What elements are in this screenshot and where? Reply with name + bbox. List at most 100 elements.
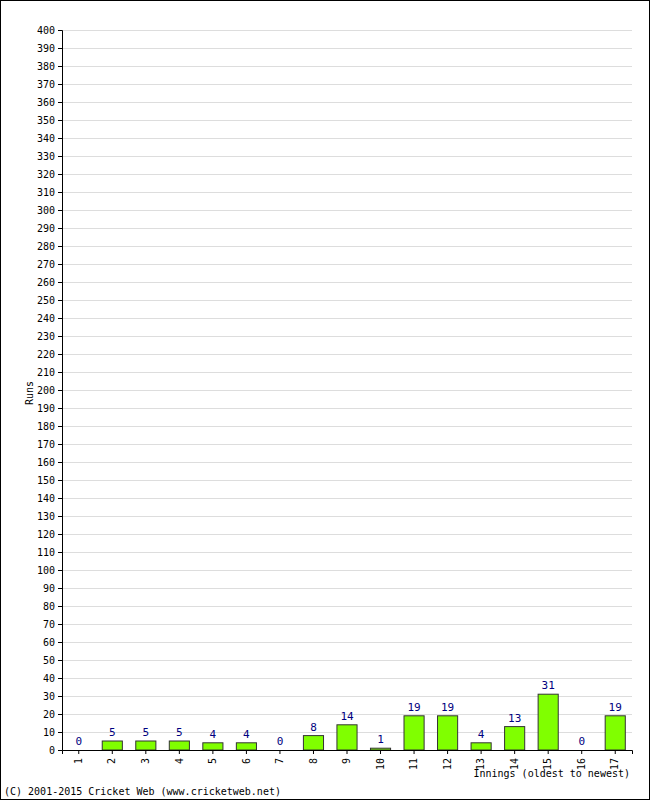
data-labels: 05554408141191941331019 bbox=[75, 679, 621, 748]
tick-mark bbox=[58, 192, 62, 193]
grid-line bbox=[62, 372, 632, 373]
tick-label: 11 bbox=[408, 758, 419, 770]
tick: 2 bbox=[106, 750, 117, 764]
bar bbox=[136, 741, 156, 750]
grid-line bbox=[62, 246, 632, 247]
tick-mark bbox=[212, 750, 213, 754]
grid-line bbox=[62, 516, 632, 517]
tick-mark bbox=[58, 426, 62, 427]
tick-mark bbox=[481, 750, 482, 754]
grid-line bbox=[62, 228, 632, 229]
tick-mark bbox=[58, 372, 62, 373]
tick-mark bbox=[58, 390, 62, 391]
data-label: 19 bbox=[441, 701, 454, 714]
grid-line bbox=[62, 48, 632, 49]
frame bbox=[1, 1, 650, 800]
tick: 370 bbox=[37, 79, 62, 90]
bar bbox=[370, 748, 390, 750]
tick-label: 50 bbox=[43, 655, 55, 666]
tick-mark bbox=[246, 750, 247, 754]
tick: 6 bbox=[241, 750, 252, 764]
tick-mark bbox=[58, 156, 62, 157]
tick-mark bbox=[58, 282, 62, 283]
tick: 340 bbox=[37, 133, 62, 144]
bar bbox=[303, 736, 323, 750]
tick-mark bbox=[58, 246, 62, 247]
tick: 9 bbox=[341, 750, 352, 764]
data-label: 5 bbox=[109, 726, 116, 739]
tick-mark bbox=[58, 714, 62, 715]
tick-mark bbox=[58, 318, 62, 319]
tick-mark bbox=[112, 750, 113, 754]
grid-line bbox=[62, 390, 632, 391]
tick-label: 1 bbox=[73, 758, 84, 764]
tick-label: 240 bbox=[37, 313, 55, 324]
tick: 60 bbox=[43, 637, 62, 648]
bar bbox=[69, 750, 89, 751]
tick-mark bbox=[58, 606, 62, 607]
tick-mark bbox=[58, 300, 62, 301]
data-label: 8 bbox=[310, 721, 317, 734]
tick: 230 bbox=[37, 331, 62, 342]
tick: 350 bbox=[37, 115, 62, 126]
tick: 240 bbox=[37, 313, 62, 324]
bar bbox=[203, 743, 223, 750]
tick-label: 20 bbox=[43, 709, 55, 720]
data-label: 0 bbox=[75, 735, 82, 748]
tick-mark bbox=[58, 408, 62, 409]
tick-mark bbox=[58, 30, 62, 31]
tick: 220 bbox=[37, 349, 62, 360]
tick-mark bbox=[58, 732, 62, 733]
grid-line bbox=[62, 336, 632, 337]
data-label: 4 bbox=[210, 728, 217, 741]
grid-line bbox=[62, 174, 632, 175]
tick-mark bbox=[58, 264, 62, 265]
tick: 360 bbox=[37, 97, 62, 108]
tick: 160 bbox=[37, 457, 62, 468]
axis-line bbox=[58, 31, 63, 751]
tick-mark bbox=[615, 750, 616, 754]
bar bbox=[270, 750, 290, 751]
tick: 400 bbox=[37, 25, 62, 36]
tick: 40 bbox=[43, 673, 62, 684]
grid-line bbox=[62, 408, 632, 409]
tick: 7 bbox=[274, 750, 285, 764]
bar bbox=[471, 743, 491, 750]
bar bbox=[337, 725, 357, 750]
grid-line bbox=[62, 534, 632, 535]
tick: 70 bbox=[43, 619, 62, 630]
tick: 270 bbox=[37, 259, 62, 270]
grid-line bbox=[62, 642, 632, 643]
data-label: 19 bbox=[407, 701, 420, 714]
grid-line bbox=[62, 426, 632, 427]
tick: 320 bbox=[37, 169, 62, 180]
tick-mark bbox=[58, 210, 62, 211]
tick-label: 10 bbox=[375, 758, 386, 770]
tick-label: 3 bbox=[140, 758, 151, 764]
tick-label: 200 bbox=[37, 385, 55, 396]
tick-label: 4 bbox=[174, 758, 185, 764]
tick-label: 270 bbox=[37, 259, 55, 270]
tick: 390 bbox=[37, 43, 62, 54]
tick-label: 350 bbox=[37, 115, 55, 126]
tick-mark bbox=[58, 660, 62, 661]
chart: 0102030405060708090100110120130140150160… bbox=[0, 0, 650, 800]
bars bbox=[102, 694, 625, 750]
tick-label: 320 bbox=[37, 169, 55, 180]
tick-label: 390 bbox=[37, 43, 55, 54]
tick: 280 bbox=[37, 241, 62, 252]
tick-label: 12 bbox=[442, 758, 453, 770]
tick: 4 bbox=[174, 750, 185, 764]
tick-label: 400 bbox=[37, 25, 55, 36]
tick: 10 bbox=[375, 750, 386, 770]
tick: 200 bbox=[37, 385, 62, 396]
grid-line bbox=[62, 480, 632, 481]
grid-line bbox=[62, 354, 632, 355]
tick: 130 bbox=[37, 511, 62, 522]
tick-label: 2 bbox=[106, 758, 117, 764]
tick-mark bbox=[58, 48, 62, 49]
grid-line bbox=[62, 624, 632, 625]
tick-mark bbox=[58, 84, 62, 85]
tick-label: 130 bbox=[37, 511, 55, 522]
tick-mark bbox=[581, 750, 582, 754]
